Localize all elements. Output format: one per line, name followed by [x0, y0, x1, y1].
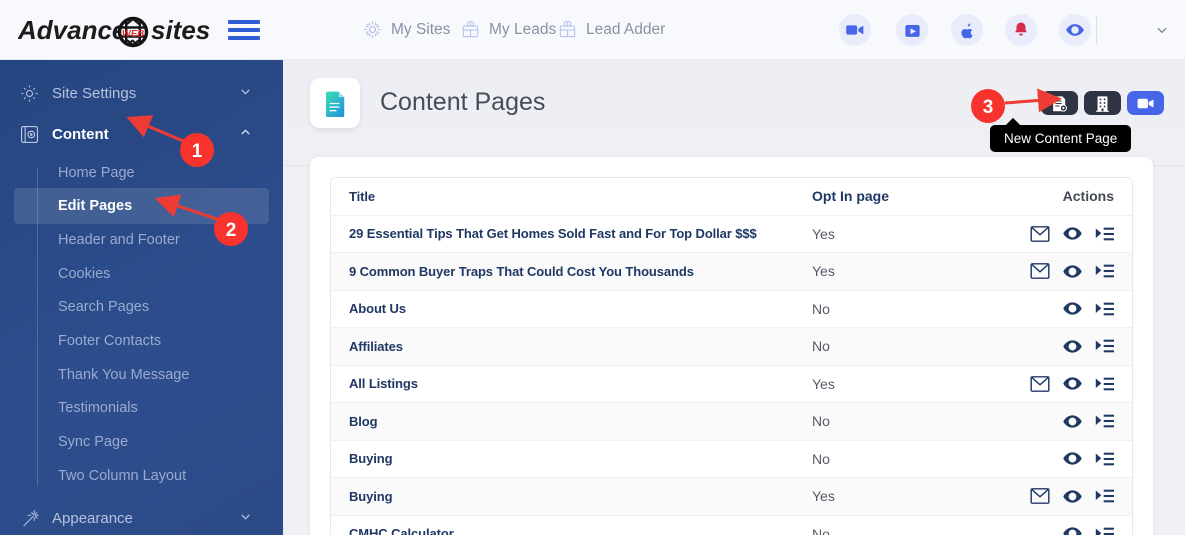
svg-text:WEB: WEB: [122, 29, 144, 40]
svg-text:sites: sites: [151, 15, 210, 45]
svg-text:Advance: Advance: [18, 15, 126, 45]
